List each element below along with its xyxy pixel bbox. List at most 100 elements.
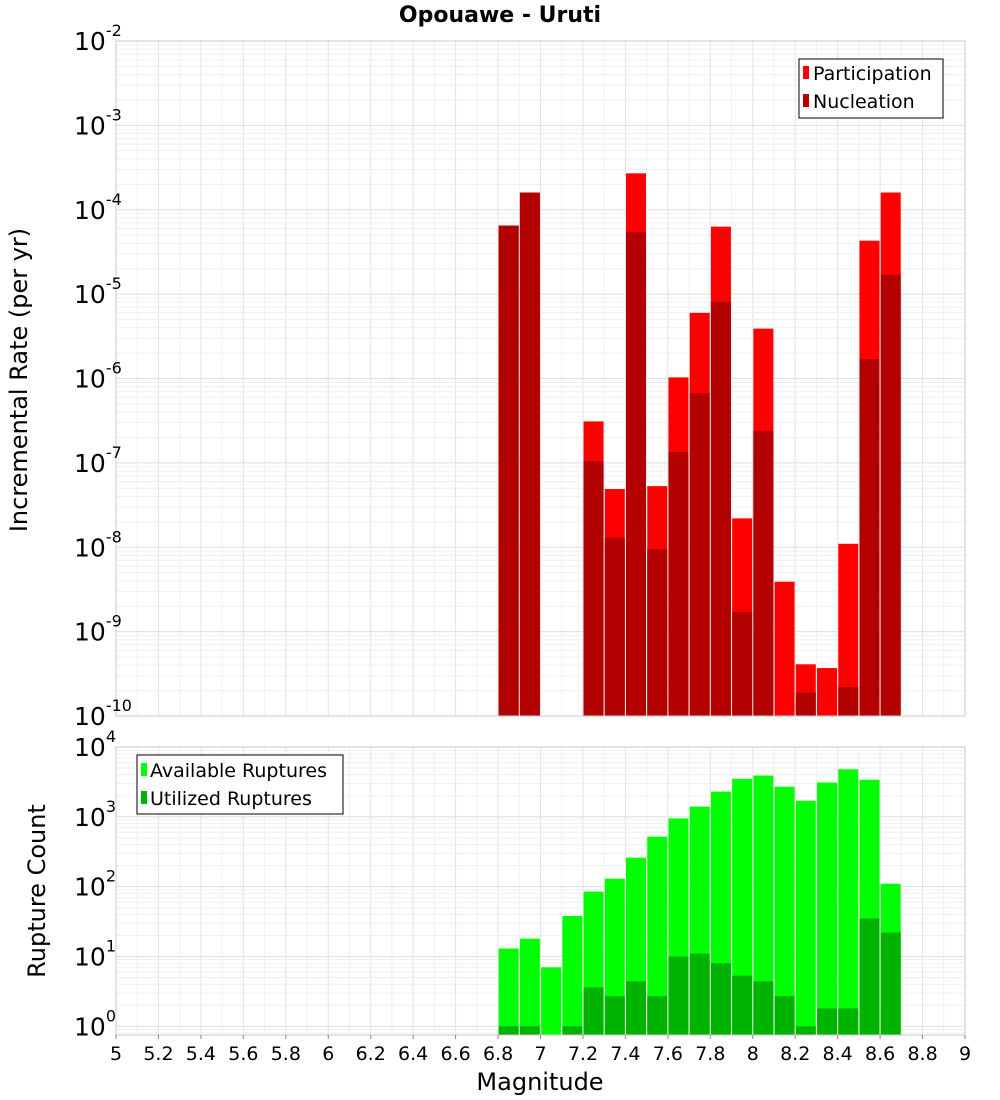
x-tick-label: 6.8 (483, 1043, 513, 1065)
bar-available-ruptures (774, 786, 795, 1035)
x-ticks: 5 5.2 5.4 5.6 5.8 6 6.2 6.4 6.6 6.8 7 7.2 7.4 7.6 7.8 8… (110, 1035, 971, 1065)
bar-utilized-ruptures (859, 918, 880, 1035)
x-tick-label: 7.8 (695, 1043, 725, 1065)
bar-available-ruptures (795, 800, 816, 1035)
bar-nucleation (689, 393, 710, 716)
y-tick-label: 10-9 (74, 612, 122, 647)
bar-available-ruptures (562, 915, 583, 1035)
bar-available-ruptures (838, 769, 859, 1035)
bar-utilized-ruptures (795, 1026, 816, 1035)
legend-label-nucleation: Nucleation (813, 91, 915, 113)
bar-utilized-ruptures (817, 1008, 838, 1035)
y-tick-label: 100 (74, 1006, 116, 1041)
x-tick-label: 8.2 (780, 1043, 810, 1065)
legend-label-available: Available Ruptures (150, 760, 327, 782)
bar-utilized-ruptures (647, 996, 668, 1035)
bar-nucleation (795, 692, 816, 716)
x-tick-label: 8.8 (907, 1043, 937, 1065)
bar-available-ruptures (604, 878, 625, 1035)
bar-nucleation (880, 274, 901, 716)
top-bars (498, 173, 901, 717)
bar-utilized-ruptures (732, 975, 753, 1035)
bottom-y-ticks: 100 101 102 103 104 (74, 727, 116, 1041)
x-tick-label: 7 (534, 1043, 546, 1065)
bar-utilized-ruptures (519, 1026, 540, 1035)
y-tick-label: 10-3 (74, 105, 122, 140)
y-tick-label: 101 (74, 936, 116, 971)
x-tick-label: 6.2 (356, 1043, 386, 1065)
x-tick-label: 6.6 (440, 1043, 470, 1065)
top-gridlines (115, 40, 966, 717)
bar-utilized-ruptures (604, 996, 625, 1035)
x-tick-label: 5.4 (186, 1043, 216, 1065)
chart-title: Opouawe - Uruti (399, 3, 601, 28)
bottom-legend: Available Ruptures Utilized Ruptures (136, 754, 344, 815)
y-tick-label: 103 (74, 797, 116, 832)
bar-participation (774, 581, 795, 716)
bar-utilized-ruptures (838, 1008, 859, 1035)
legend-swatch-available (141, 763, 147, 776)
x-tick-label: 8 (747, 1043, 759, 1065)
bar-available-ruptures (519, 938, 540, 1035)
bar-nucleation (583, 461, 604, 716)
bar-utilized-ruptures (498, 1026, 519, 1035)
legend-swatch-nucleation (803, 94, 809, 107)
x-tick-label: 5 (110, 1043, 122, 1065)
x-tick-label: 8.6 (865, 1043, 895, 1065)
bar-utilized-ruptures (583, 987, 604, 1035)
x-tick-label: 7.6 (653, 1043, 683, 1065)
bar-available-ruptures (753, 775, 774, 1035)
bar-nucleation (519, 192, 540, 717)
bar-utilized-ruptures (689, 953, 710, 1035)
bar-utilized-ruptures (710, 963, 731, 1035)
x-tick-label: 5.8 (271, 1043, 301, 1065)
y-tick-label: 102 (74, 867, 116, 902)
bar-available-ruptures (498, 948, 519, 1035)
top-y-axis-label: Incremental Rate (per yr) (5, 228, 33, 532)
x-tick-label: 8.4 (823, 1043, 853, 1065)
bar-nucleation (732, 612, 753, 716)
y-tick-label: 104 (74, 727, 116, 762)
x-axis-label: Magnitude (476, 1068, 603, 1096)
bar-available-ruptures (817, 782, 838, 1035)
y-tick-label: 10-10 (74, 696, 132, 731)
bar-utilized-ruptures (774, 996, 795, 1035)
bar-nucleation (647, 549, 668, 716)
x-tick-label: 9 (959, 1043, 971, 1065)
bar-participation (817, 668, 838, 716)
x-tick-label: 7.2 (568, 1043, 598, 1065)
x-tick-label: 6 (322, 1043, 334, 1065)
legend-swatch-participation (803, 66, 809, 79)
bar-utilized-ruptures (562, 1026, 583, 1035)
bar-nucleation (668, 451, 689, 716)
legend-swatch-utilized (141, 791, 147, 804)
bar-nucleation (859, 359, 880, 716)
y-tick-label: 10-2 (74, 21, 122, 56)
x-tick-label: 6.4 (398, 1043, 428, 1065)
bar-nucleation (626, 232, 647, 716)
top-plot-frame (115, 40, 966, 717)
bar-nucleation (498, 225, 519, 716)
y-tick-label: 10-8 (74, 527, 122, 562)
legend-label-utilized: Utilized Ruptures (150, 788, 312, 810)
bar-nucleation (604, 537, 625, 716)
bar-available-ruptures (541, 967, 562, 1035)
bar-participation (838, 543, 859, 716)
x-tick-label: 7.4 (610, 1043, 640, 1065)
y-tick-label: 10-5 (74, 274, 122, 309)
top-panel: 10-10 10-9 10-8 10-7 10-6 10-5 10-4 10-3 10-2 In… (5, 21, 966, 731)
bar-utilized-ruptures (626, 981, 647, 1035)
top-legend: Participation Nucleation (798, 58, 944, 119)
bar-nucleation (710, 301, 731, 716)
bottom-y-axis-label: Rupture Count (23, 804, 51, 978)
x-tick-label: 5.6 (228, 1043, 258, 1065)
bottom-panel: 100 101 102 103 104 5 5.2 5.4 5.6 5.8 6 6.2 6.4 6.6 6… (23, 727, 971, 1096)
bar-utilized-ruptures (880, 932, 901, 1035)
bar-available-ruptures (732, 778, 753, 1035)
bar-nucleation (838, 687, 859, 716)
top-y-ticks: 10-10 10-9 10-8 10-7 10-6 10-5 10-4 10-3 10-2 (74, 21, 132, 731)
legend-label-participation: Participation (813, 63, 932, 85)
bar-utilized-ruptures (753, 981, 774, 1035)
bottom-bars (498, 769, 901, 1035)
